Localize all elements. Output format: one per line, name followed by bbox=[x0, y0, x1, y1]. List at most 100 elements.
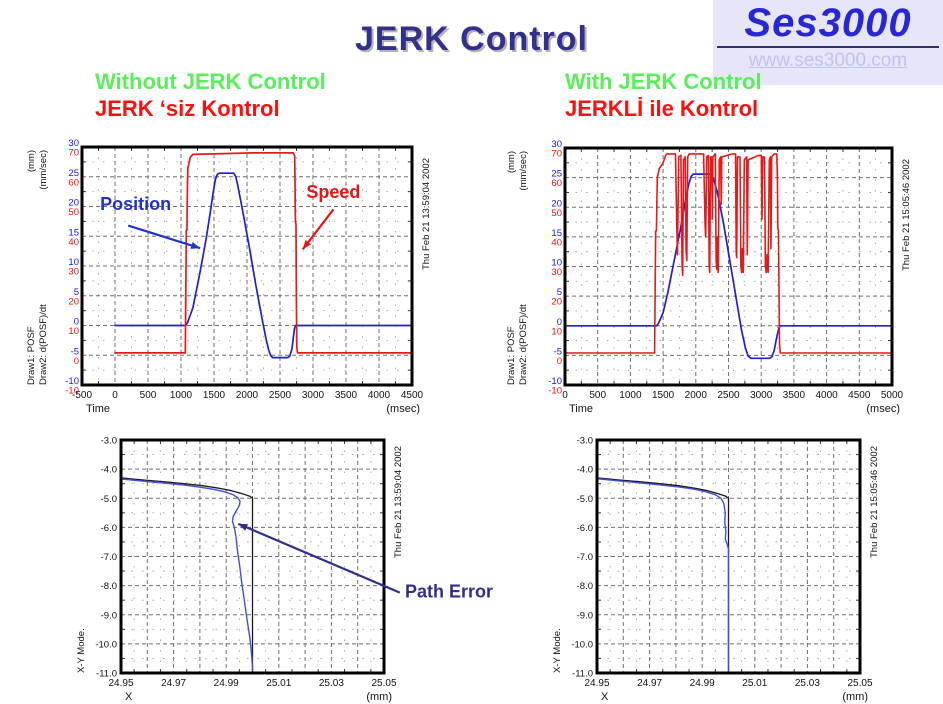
svg-text:-9.0: -9.0 bbox=[577, 610, 593, 621]
svg-text:X: X bbox=[125, 691, 133, 703]
axis-labels: 24.95 24.97 24.99 25.01 25.03 25.05 -3.0 -4.0 -5… bbox=[76, 436, 404, 704]
svg-text:Draw2: d(POSF)/dt: Draw2: d(POSF)/dt bbox=[38, 304, 49, 385]
svg-text:(msec): (msec) bbox=[386, 403, 420, 415]
svg-text:50: 50 bbox=[551, 208, 562, 219]
svg-text:Draw2: d(POSF)/dt: Draw2: d(POSF)/dt bbox=[518, 304, 529, 385]
svg-text:-8.0: -8.0 bbox=[577, 581, 593, 592]
plot-border bbox=[119, 438, 386, 675]
plot-border bbox=[80, 145, 414, 387]
svg-text:(msec): (msec) bbox=[866, 403, 900, 415]
series-line-speed bbox=[114, 152, 413, 354]
right-heading-english: With JERK Control bbox=[565, 69, 762, 94]
svg-text:-7.0: -7.0 bbox=[577, 552, 593, 563]
svg-text:-11.0: -11.0 bbox=[572, 669, 593, 680]
svg-text:Thu Feb 21 13:59:04 2002: Thu Feb 21 13:59:04 2002 bbox=[421, 158, 432, 270]
left-column-heading: Without JERK Control JERK ‘siz Kontrol bbox=[95, 68, 326, 122]
svg-text:2500: 2500 bbox=[269, 390, 292, 401]
svg-text:(mm/sec): (mm/sec) bbox=[518, 151, 529, 191]
svg-text:2000: 2000 bbox=[236, 390, 259, 401]
logo-divider bbox=[717, 46, 939, 48]
axis-labels: -500 0 500 1000 1500 2000 2500 3000 3500 4000 4500… bbox=[26, 138, 432, 415]
svg-text:-500: -500 bbox=[72, 390, 92, 401]
svg-text:20: 20 bbox=[68, 296, 79, 307]
chart-without-jerk-time: -500 0 500 1000 1500 2000 2500 3000 3500 4000 4500… bbox=[20, 137, 434, 417]
svg-text:30: 30 bbox=[551, 139, 562, 150]
svg-text:5: 5 bbox=[74, 287, 79, 298]
svg-text:30: 30 bbox=[68, 267, 79, 278]
svg-text:-5.0: -5.0 bbox=[101, 494, 117, 505]
svg-text:20: 20 bbox=[551, 297, 562, 308]
series-line-position bbox=[564, 173, 893, 360]
svg-text:(mm): (mm) bbox=[842, 691, 868, 703]
svg-text:-9.0: -9.0 bbox=[101, 610, 117, 621]
svg-text:500: 500 bbox=[140, 390, 157, 401]
svg-text:10: 10 bbox=[551, 258, 562, 269]
svg-text:25.03: 25.03 bbox=[795, 678, 820, 689]
svg-text:50: 50 bbox=[68, 207, 79, 218]
svg-text:-11.0: -11.0 bbox=[96, 669, 117, 680]
svg-text:-4.0: -4.0 bbox=[577, 465, 593, 476]
page-title: JERK Control bbox=[355, 20, 588, 58]
svg-text:-3.0: -3.0 bbox=[101, 436, 117, 447]
svg-text:X-Y Mode.: X-Y Mode. bbox=[76, 628, 87, 673]
svg-text:3500: 3500 bbox=[335, 390, 358, 401]
plot-border bbox=[595, 438, 862, 675]
svg-text:-10: -10 bbox=[65, 376, 79, 387]
svg-text:4000: 4000 bbox=[368, 390, 391, 401]
series-line-speed bbox=[564, 153, 893, 354]
grid bbox=[565, 148, 892, 385]
svg-text:3500: 3500 bbox=[783, 390, 806, 401]
svg-text:0: 0 bbox=[557, 317, 562, 328]
svg-text:24.97: 24.97 bbox=[637, 678, 662, 689]
svg-text:(mm): (mm) bbox=[26, 150, 37, 172]
svg-text:-5: -5 bbox=[71, 346, 79, 357]
svg-text:-5: -5 bbox=[554, 346, 562, 357]
svg-text:20: 20 bbox=[68, 198, 79, 209]
svg-text:Thu Feb 21 15:05:46 2002: Thu Feb 21 15:05:46 2002 bbox=[901, 159, 912, 271]
svg-text:3000: 3000 bbox=[750, 390, 773, 401]
svg-text:0: 0 bbox=[562, 390, 568, 401]
grid bbox=[82, 147, 412, 385]
svg-text:-10: -10 bbox=[548, 376, 562, 387]
svg-text:15: 15 bbox=[68, 227, 79, 238]
svg-text:2500: 2500 bbox=[717, 390, 740, 401]
chart-canvas-without-jerk-path: 24.95 24.97 24.99 25.01 25.03 25.05 -3.0 -4.0 -5… bbox=[76, 436, 493, 704]
series-line-commanded-path bbox=[596, 477, 730, 674]
svg-text:2000: 2000 bbox=[685, 390, 708, 401]
svg-text:24.99: 24.99 bbox=[214, 678, 239, 689]
chart-canvas-without-jerk-time: -500 0 500 1000 1500 2000 2500 3000 3500 4000 4500… bbox=[26, 138, 432, 415]
svg-text:60: 60 bbox=[68, 177, 79, 188]
svg-text:4500: 4500 bbox=[848, 390, 871, 401]
annotation-arrow bbox=[127, 224, 201, 250]
svg-text:4500: 4500 bbox=[401, 390, 424, 401]
axis-labels: 24.95 24.97 24.99 25.01 25.03 25.05 -3.0 -4.0 -5… bbox=[552, 436, 880, 704]
svg-text:-6.0: -6.0 bbox=[101, 523, 117, 534]
svg-text:24.95: 24.95 bbox=[108, 678, 133, 689]
annotation-label-speed: Speed bbox=[306, 182, 360, 202]
svg-text:10: 10 bbox=[68, 257, 79, 268]
svg-text:(mm/sec): (mm/sec) bbox=[38, 150, 49, 190]
svg-text:25.05: 25.05 bbox=[847, 678, 872, 689]
svg-text:70: 70 bbox=[68, 148, 79, 159]
svg-text:-5.0: -5.0 bbox=[577, 494, 593, 505]
svg-text:25.01: 25.01 bbox=[742, 678, 767, 689]
svg-text:1500: 1500 bbox=[203, 390, 226, 401]
svg-text:0: 0 bbox=[112, 390, 118, 401]
series bbox=[120, 477, 254, 674]
svg-text:X: X bbox=[601, 691, 609, 703]
series-line-commanded-path bbox=[120, 477, 254, 674]
svg-text:-6.0: -6.0 bbox=[577, 523, 593, 534]
svg-text:0: 0 bbox=[557, 356, 562, 367]
svg-text:-10: -10 bbox=[548, 386, 562, 397]
svg-text:X-Y Mode.: X-Y Mode. bbox=[552, 628, 563, 673]
chart-canvas-with-jerk-path: 24.95 24.97 24.99 25.01 25.03 25.05 -3.0 -4.0 -5… bbox=[552, 436, 880, 704]
logo-wordmark: Ses3000 bbox=[744, 1, 912, 45]
svg-text:Thu Feb 21 13:59:04 2002: Thu Feb 21 13:59:04 2002 bbox=[393, 446, 404, 558]
series bbox=[114, 152, 413, 359]
svg-text:20: 20 bbox=[551, 198, 562, 209]
series-line-actual-path bbox=[596, 478, 730, 674]
svg-text:1000: 1000 bbox=[619, 390, 642, 401]
svg-text:70: 70 bbox=[551, 149, 562, 160]
annotation-arrowhead bbox=[190, 242, 201, 249]
